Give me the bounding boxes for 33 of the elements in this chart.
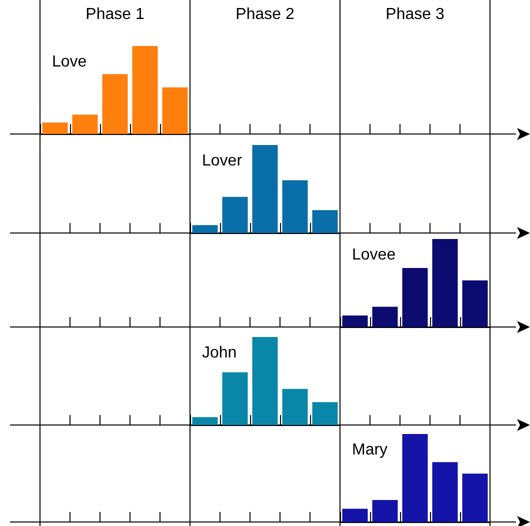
bar	[402, 434, 428, 522]
bar	[132, 46, 158, 134]
bar	[312, 210, 338, 233]
bar	[432, 239, 458, 327]
bar	[282, 388, 308, 425]
bar	[462, 474, 488, 522]
bar	[252, 145, 278, 233]
bar	[372, 306, 398, 327]
series-label: Lovee	[352, 246, 396, 264]
text: Phase 2	[234, 6, 296, 24]
bar	[312, 402, 338, 425]
bar	[72, 114, 98, 134]
bar	[222, 372, 248, 425]
bar	[102, 74, 128, 134]
bar	[462, 280, 488, 327]
bar	[342, 316, 368, 327]
bar	[402, 268, 428, 327]
bar	[192, 225, 218, 233]
series-label: John	[202, 344, 237, 362]
series-label: Lover	[202, 152, 243, 170]
bar	[282, 180, 308, 233]
bar	[192, 417, 218, 425]
bar	[162, 87, 188, 134]
bar	[432, 462, 458, 522]
text: Phase 1	[84, 6, 146, 24]
bar	[42, 122, 68, 134]
text: Phase 3	[384, 6, 446, 24]
series-label: Love	[52, 54, 87, 70]
series-label: Mary	[352, 442, 388, 458]
bar	[372, 500, 398, 522]
bar	[252, 337, 278, 425]
bar	[222, 196, 248, 233]
bar	[342, 508, 368, 522]
